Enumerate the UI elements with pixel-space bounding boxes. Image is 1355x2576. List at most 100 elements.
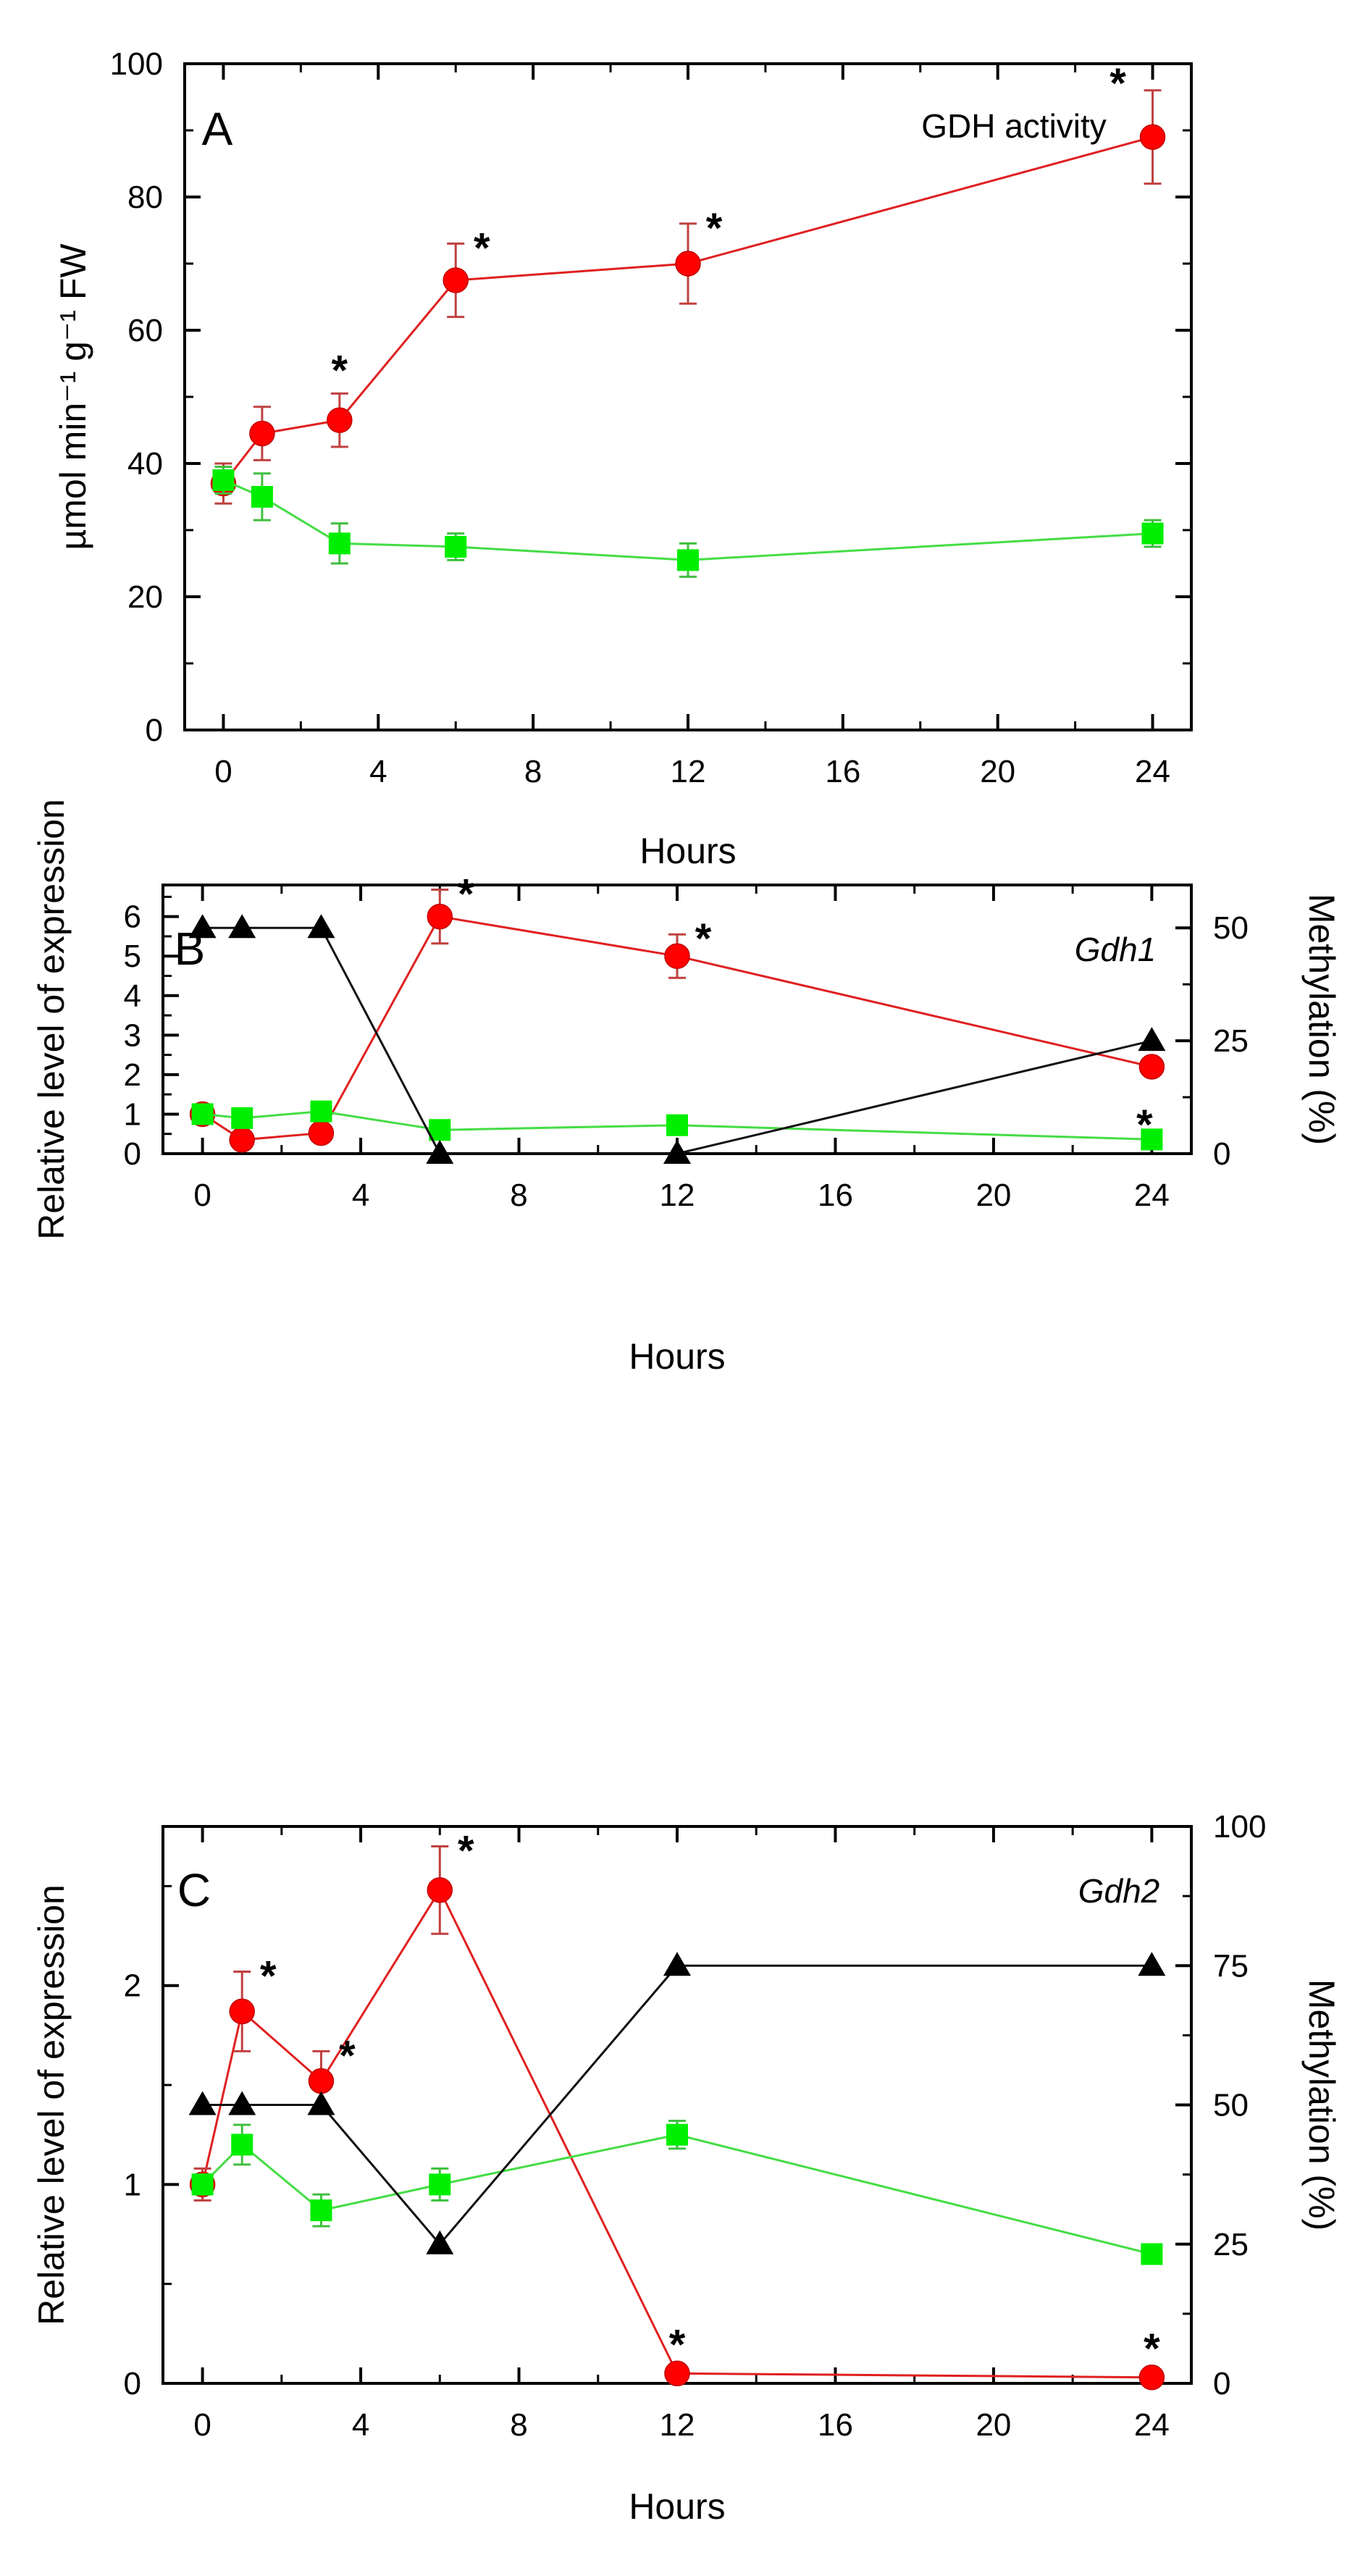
- x-tick-label: 8: [524, 754, 542, 789]
- data-point: [429, 2173, 451, 2196]
- y-axis-label-right: Methylation (%): [1301, 894, 1342, 1145]
- y-right-tick-label: 50: [1213, 2088, 1249, 2123]
- data-point: [427, 903, 453, 930]
- series-red: * * * *: [210, 60, 1166, 505]
- x-tick-label: 12: [660, 1178, 695, 1213]
- data-point: [1138, 1027, 1166, 1052]
- y-right-tick-label: 25: [1213, 2227, 1249, 2262]
- data-point: [429, 1119, 451, 1141]
- x-tick-label: 24: [1135, 754, 1170, 789]
- panel-title: GDH activity: [921, 107, 1107, 145]
- data-point: [228, 914, 256, 939]
- data-point: [445, 536, 467, 558]
- data-point: [229, 1127, 255, 1153]
- data-point: [1141, 2243, 1163, 2265]
- data-point: [229, 1998, 255, 2025]
- data-point: [307, 914, 335, 939]
- x-tick-label: 24: [1134, 2407, 1170, 2443]
- data-point: [310, 2199, 332, 2222]
- x-tick-label: 12: [660, 2407, 695, 2443]
- x-tick-label: 0: [193, 2407, 211, 2443]
- y-tick-label: 0: [124, 2366, 141, 2401]
- y-tick-label: 1: [124, 2167, 141, 2202]
- data-point: [1141, 522, 1164, 545]
- y-tick-label: 4: [124, 978, 141, 1014]
- significance-star: *: [706, 205, 723, 252]
- y-axis-label: Relative level of expression: [31, 1884, 72, 2325]
- x-tick-label: 4: [352, 1178, 369, 1213]
- y-tick-label: 100: [110, 46, 163, 82]
- panel-a: 0 4 8 12 16 20 24 0 20 40 60 80 100 Hours µmol min⁻¹ g…: [53, 46, 1193, 871]
- x-axis-label: Hours: [639, 831, 736, 871]
- series-black: [188, 1952, 1166, 2254]
- panel-letter: A: [202, 103, 233, 155]
- y-tick-label: 0: [124, 1136, 141, 1172]
- panel-letter: C: [177, 1864, 211, 1916]
- y-tick-label: 2: [124, 1968, 141, 2004]
- x-tick-label: 0: [214, 754, 232, 789]
- significance-star: *: [458, 1827, 474, 1874]
- data-point: [1139, 124, 1166, 150]
- y-tick-label: 1: [124, 1096, 141, 1132]
- x-tick-label: 16: [825, 754, 860, 789]
- data-point: [664, 2360, 690, 2387]
- significance-star: *: [339, 2032, 356, 2079]
- y-axis-label-right: Methylation (%): [1301, 1979, 1342, 2231]
- data-point: [251, 486, 273, 508]
- x-tick-label: 24: [1134, 1178, 1170, 1213]
- data-point: [666, 1114, 688, 1136]
- data-point: [231, 2134, 253, 2156]
- data-point: [663, 1952, 691, 1976]
- data-point: [228, 2091, 256, 2115]
- significance-star: *: [458, 871, 474, 918]
- data-point: [327, 407, 353, 433]
- data-point: [664, 943, 690, 969]
- x-axis-label: Hours: [629, 2486, 725, 2527]
- y-tick-label: 3: [124, 1018, 141, 1053]
- data-point: [188, 2091, 217, 2115]
- x-tick-label: 20: [980, 754, 1015, 789]
- x-tick-label: 16: [818, 1178, 853, 1213]
- series-red: * * * * *: [189, 1827, 1165, 2391]
- data-point: [191, 2173, 214, 2196]
- panel-title: Gdh2: [1078, 1872, 1160, 1910]
- data-point: [1141, 1128, 1163, 1151]
- y-right-tick-label: 0: [1213, 1136, 1230, 1172]
- data-point: [307, 2091, 335, 2115]
- y-tick-label: 60: [127, 313, 163, 348]
- plot-frame: [183, 62, 1193, 731]
- x-tick-label: 12: [671, 754, 706, 789]
- y-right-tick-label: 25: [1213, 1023, 1249, 1059]
- series-green: [191, 1100, 1163, 1151]
- data-point: [677, 549, 699, 571]
- x-tick-label: 0: [193, 1178, 211, 1213]
- y-right-tick-label: 0: [1213, 2366, 1230, 2401]
- data-point: [426, 2230, 454, 2254]
- y-right-tick-label: 100: [1213, 1809, 1266, 1845]
- panel-title: Gdh1: [1075, 931, 1157, 968]
- data-point: [212, 469, 235, 491]
- data-point: [231, 1107, 253, 1129]
- series-green: [191, 2119, 1163, 2265]
- series-line: [222, 135, 1153, 484]
- series-black: [188, 914, 1166, 1164]
- x-tick-label: 20: [976, 2407, 1011, 2443]
- data-point: [1138, 2365, 1165, 2391]
- data-point: [191, 1103, 214, 1125]
- series-red: ***: [189, 871, 1165, 1153]
- data-point: [249, 420, 275, 447]
- x-tick-label: 16: [818, 2407, 853, 2443]
- data-point: [310, 1100, 332, 1123]
- data-point: [663, 1140, 691, 1164]
- significance-star: *: [1144, 2325, 1160, 2372]
- data-point: [328, 532, 351, 555]
- data-point: [308, 1120, 335, 1146]
- y-axis-label: µmol min⁻¹ g⁻¹ FW: [53, 243, 93, 550]
- x-tick-label: 4: [352, 2407, 369, 2443]
- y-tick-label: 40: [127, 446, 163, 482]
- data-point: [308, 2068, 335, 2094]
- y-tick-label: 80: [127, 180, 163, 215]
- data-point: [426, 1140, 454, 1164]
